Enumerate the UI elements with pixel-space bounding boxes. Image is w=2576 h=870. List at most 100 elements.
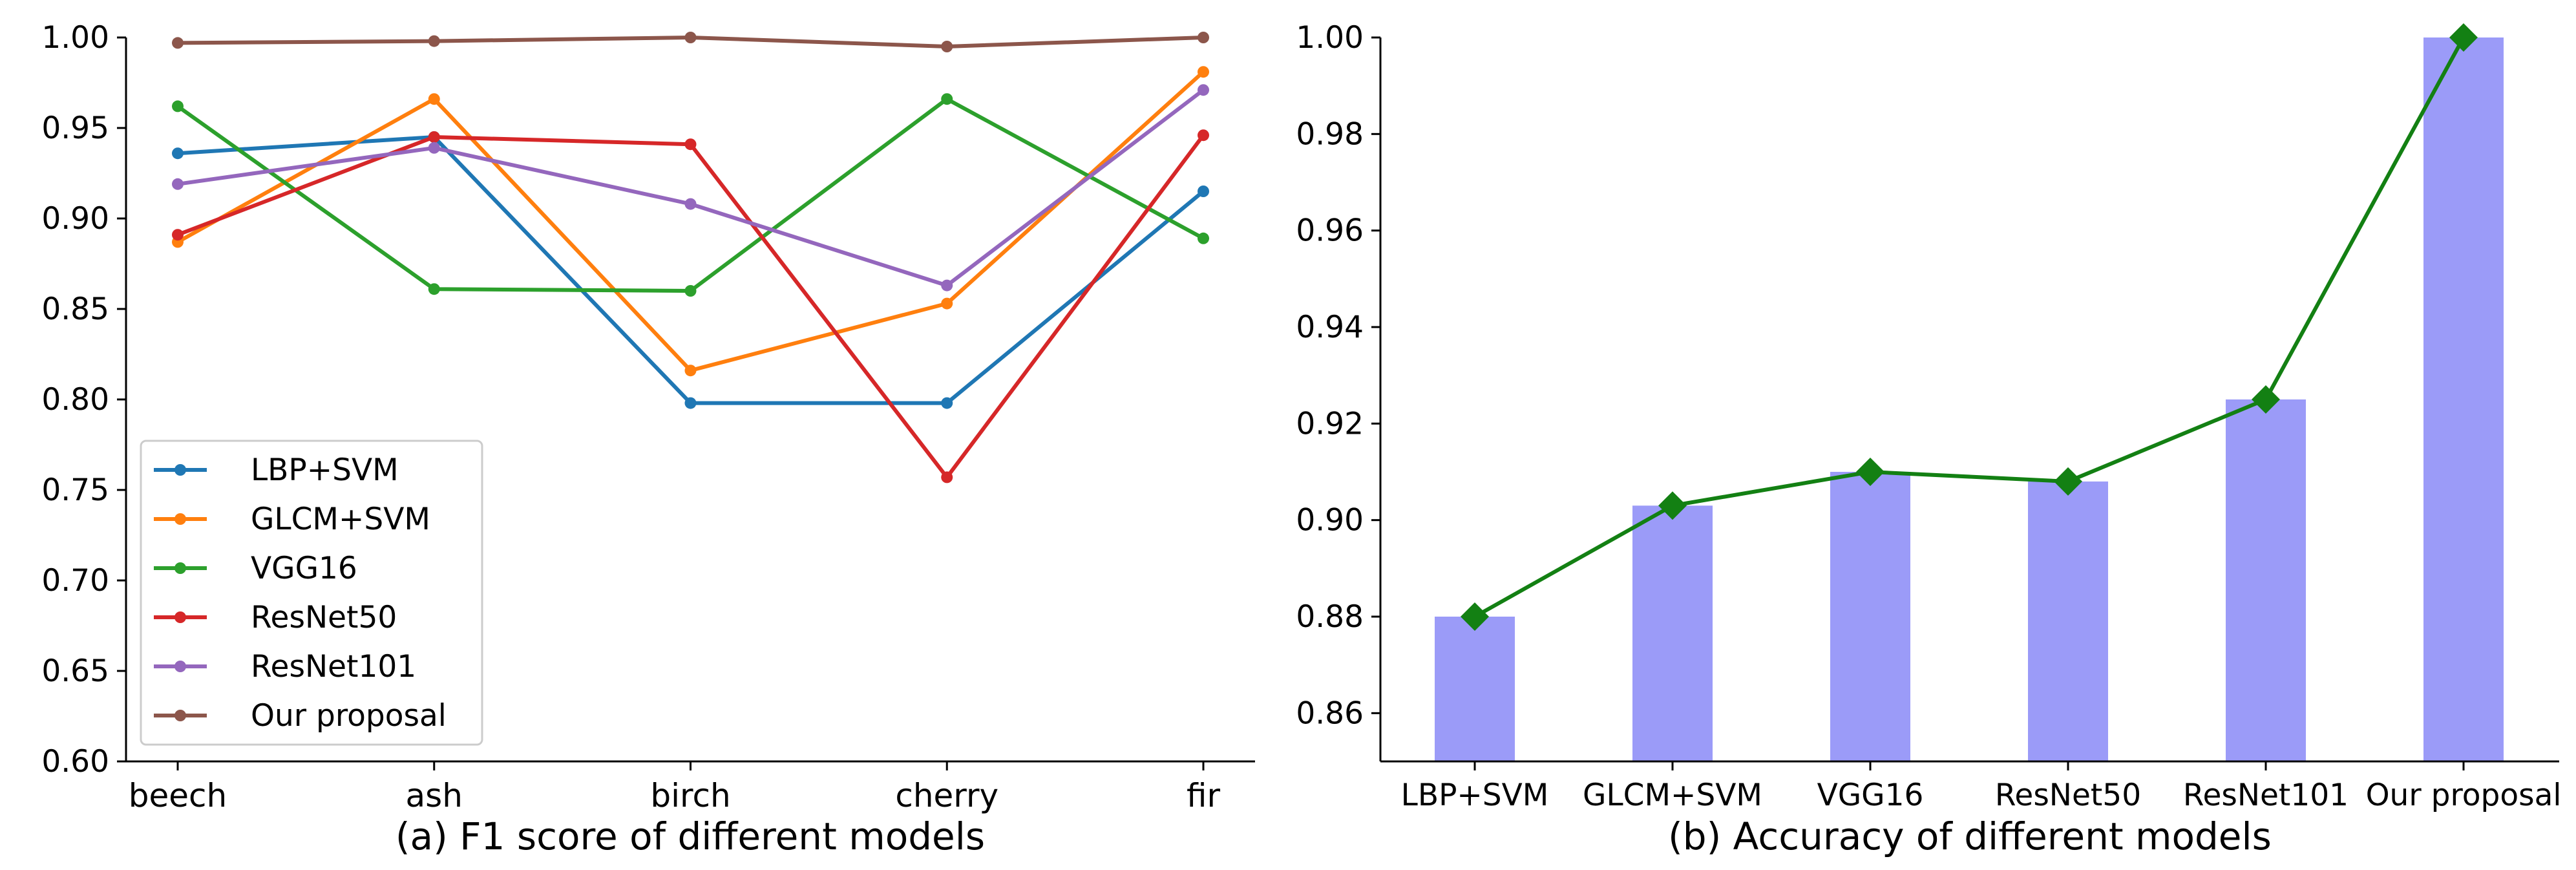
data-point bbox=[428, 93, 440, 105]
series-line bbox=[177, 88, 1205, 288]
data-point bbox=[172, 229, 184, 241]
y-tick-label-b: 0.88 bbox=[1296, 599, 1364, 635]
y-tick-label-a: 0.85 bbox=[41, 292, 109, 327]
data-point bbox=[1198, 232, 1209, 244]
data-point bbox=[941, 41, 953, 52]
diamond-marker bbox=[1461, 602, 1489, 631]
series-line bbox=[176, 70, 1205, 373]
legend-swatch-marker bbox=[174, 710, 186, 721]
legend-swatch-marker bbox=[174, 661, 186, 672]
data-point bbox=[428, 35, 440, 47]
legend-entry: Our proposal bbox=[154, 698, 447, 734]
series-line bbox=[176, 97, 1205, 293]
bar bbox=[2028, 481, 2108, 761]
data-point bbox=[428, 283, 440, 295]
series-vgg16 bbox=[172, 93, 1209, 297]
diamond-marker bbox=[1856, 458, 1884, 486]
y-axis-ticks-b: 0.86 0.88 0.90 0.92 0.94 0.96 0.98 1.00 bbox=[1296, 20, 1380, 731]
data-point bbox=[684, 32, 697, 43]
series-glcm-svm bbox=[172, 66, 1209, 377]
bar bbox=[2423, 37, 2504, 761]
data-point bbox=[684, 138, 697, 151]
data-point bbox=[941, 397, 953, 409]
data-point bbox=[941, 471, 953, 483]
y-tick-label-b: 0.90 bbox=[1296, 503, 1364, 538]
data-point bbox=[684, 365, 697, 377]
data-point bbox=[684, 397, 697, 409]
x-tick-label-a: birch bbox=[650, 777, 730, 814]
series-resnet50 bbox=[172, 129, 1209, 483]
legend: LBP+SVM GLCM+SVM VGG16 ResNet50 ResNet101 Our… bbox=[140, 440, 483, 746]
diamond-marker bbox=[2054, 467, 2082, 496]
y-tick-label-a: 0.70 bbox=[41, 563, 109, 599]
series-resnet101 bbox=[172, 84, 1209, 292]
data-point bbox=[172, 178, 184, 190]
panel-a-f1-line-chart: 0.60 0.65 0.70 0.75 0.80 0.85 0.90 0.95 1.00 bee… bbox=[41, 20, 1255, 858]
bar bbox=[1632, 505, 1713, 761]
legend-entry: ResNet50 bbox=[154, 600, 397, 635]
y-tick-label-b: 1.00 bbox=[1296, 20, 1364, 56]
legend-entry: ResNet101 bbox=[154, 649, 416, 684]
y-tick-label-a: 0.75 bbox=[41, 472, 109, 508]
y-tick-label-b: 0.98 bbox=[1296, 116, 1364, 152]
data-point bbox=[941, 279, 953, 292]
diamond-marker bbox=[2252, 385, 2280, 414]
series-our-proposal bbox=[172, 32, 1209, 52]
data-point bbox=[428, 142, 440, 154]
x-tick-label-a: cherry bbox=[895, 777, 998, 814]
x-axis-ticks-a: beech ash birch cherry fir bbox=[129, 761, 1220, 814]
data-point bbox=[941, 93, 953, 105]
y-tick-label-a: 0.95 bbox=[41, 111, 109, 146]
x-tick-label-b: GLCM+SVM bbox=[1583, 778, 1762, 813]
x-tick-label-b: ResNet50 bbox=[1995, 778, 2141, 813]
y-tick-label-a: 0.80 bbox=[41, 382, 109, 418]
legend-label: ResNet50 bbox=[251, 600, 397, 635]
legend-label: LBP+SVM bbox=[251, 452, 399, 488]
accuracy-line bbox=[1473, 36, 2465, 619]
y-axis-ticks-a: 0.60 0.65 0.70 0.75 0.80 0.85 0.90 0.95 1.00 bbox=[41, 20, 126, 780]
y-tick-label-b: 0.86 bbox=[1296, 695, 1364, 731]
data-point bbox=[172, 147, 184, 160]
legend-box bbox=[140, 440, 483, 746]
y-tick-label-a: 0.90 bbox=[41, 201, 109, 237]
y-tick-label-a: 1.00 bbox=[41, 20, 109, 56]
bar bbox=[1830, 472, 1910, 761]
x-tick-label-b: LBP+SVM bbox=[1401, 778, 1549, 813]
panel-b-accuracy-bar-chart: 0.86 0.88 0.90 0.92 0.94 0.96 0.98 1.00 LBP+SVM… bbox=[1296, 20, 2561, 858]
series-line bbox=[176, 134, 1205, 480]
x-tick-label-b: VGG16 bbox=[1817, 778, 1924, 813]
series-group-a bbox=[172, 32, 1209, 483]
y-tick-label-b: 0.94 bbox=[1296, 310, 1364, 345]
x-tick-label-a: fir bbox=[1187, 777, 1220, 814]
data-point bbox=[1198, 84, 1209, 96]
x-axis-ticks-b: LBP+SVM GLCM+SVM VGG16 ResNet50 ResNet101 Our… bbox=[1401, 761, 2562, 813]
y-tick-label-b: 0.92 bbox=[1296, 406, 1364, 441]
y-tick-label-a: 0.65 bbox=[41, 653, 109, 689]
bar-group-b bbox=[1435, 37, 2504, 761]
accuracy-line-group-b bbox=[1461, 23, 2478, 631]
data-point bbox=[1198, 66, 1209, 78]
chart-b-title: (b) Accuracy of different models bbox=[1668, 814, 2272, 858]
legend-swatch-marker bbox=[174, 513, 186, 525]
data-point bbox=[1198, 32, 1209, 43]
legend-swatch-marker bbox=[174, 562, 186, 574]
diamond-marker bbox=[1658, 491, 1687, 520]
legend-swatch-marker bbox=[174, 464, 186, 476]
data-point bbox=[172, 37, 184, 49]
x-tick-label-a: beech bbox=[129, 777, 227, 814]
bar bbox=[1435, 617, 1515, 761]
legend-label: ResNet101 bbox=[251, 649, 416, 684]
legend-entry: VGG16 bbox=[154, 551, 357, 586]
data-point bbox=[1198, 129, 1209, 142]
data-point bbox=[684, 285, 697, 297]
x-tick-label-b: Our proposal bbox=[2366, 778, 2562, 813]
x-tick-label-b: ResNet101 bbox=[2183, 778, 2349, 813]
y-tick-label-b: 0.96 bbox=[1296, 213, 1364, 249]
data-point bbox=[1198, 186, 1209, 197]
legend-entry: LBP+SVM bbox=[154, 452, 399, 488]
chart-a-title: (a) F1 score of different models bbox=[396, 814, 985, 858]
data-point bbox=[172, 100, 184, 112]
x-tick-label-a: ash bbox=[406, 777, 463, 814]
data-point bbox=[428, 131, 440, 143]
